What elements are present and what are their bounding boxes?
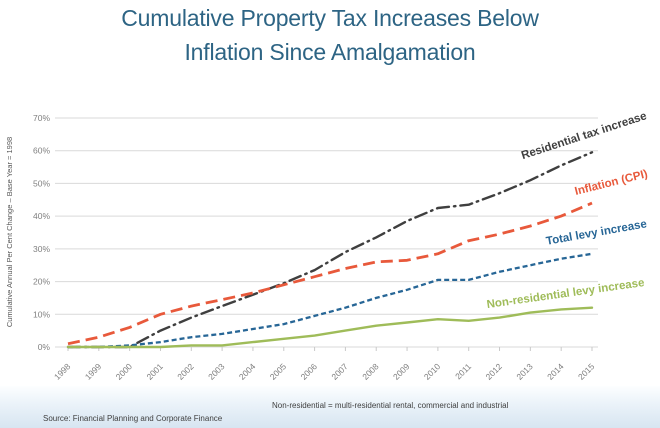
x-tick-label: 2005 <box>268 361 289 382</box>
y-tick-label: 20% <box>33 277 50 287</box>
y-tick-label: 0% <box>38 342 51 352</box>
chart-title: Cumulative Property Tax Increases Below … <box>0 1 660 69</box>
series-line-inflation <box>67 201 593 346</box>
non-residential-definition-note: Non-residential = multi-residential rent… <box>272 401 509 410</box>
y-tick-label: 30% <box>33 244 50 254</box>
y-tick-label: 10% <box>33 309 50 319</box>
x-tick-label: 2009 <box>391 361 412 382</box>
x-tick-label: 2012 <box>483 361 504 382</box>
series-line-residential <box>66 151 594 349</box>
x-tick-label: 2002 <box>175 361 196 382</box>
series-line-non_residential <box>66 306 594 349</box>
x-tick-label: 2013 <box>514 361 535 382</box>
x-tick-label: 2011 <box>453 361 473 381</box>
x-tick-label: 2003 <box>206 361 227 382</box>
x-tick-label: 1999 <box>83 361 104 382</box>
x-tick-label: 2000 <box>114 361 135 382</box>
x-tick-label: 2008 <box>360 361 381 382</box>
x-tick-label: 2014 <box>545 361 566 382</box>
y-tick-label: 50% <box>33 178 50 188</box>
y-tick-label: 40% <box>33 211 50 221</box>
chart-title-line-2: Inflation Since Amalgamation <box>184 39 476 65</box>
chart-title-line-1: Cumulative Property Tax Increases Below <box>121 5 539 31</box>
y-tick-label: 70% <box>33 113 50 123</box>
series-label-total_levy: Total levy increase <box>545 218 648 248</box>
x-tick-label: 2010 <box>422 361 443 382</box>
x-tick-label: 1998 <box>52 361 73 382</box>
y-tick-label: 60% <box>33 146 50 156</box>
series-label-non_residential: Non-residential levy increase <box>486 277 645 311</box>
y-axis-title: Cumulative Annual Per Cent Change – Base… <box>5 137 14 327</box>
x-tick-label: 2015 <box>576 361 597 382</box>
series-line-total_levy <box>68 252 593 349</box>
x-tick-label: 2006 <box>299 361 320 382</box>
series-label-inflation: Inflation (CPI) <box>574 168 650 198</box>
source-credit: Source: Financial Planning and Corporate… <box>43 414 223 423</box>
x-tick-label: 2007 <box>329 361 350 382</box>
x-tick-label: 2001 <box>144 361 165 382</box>
footer-band <box>0 386 660 428</box>
x-tick-label: 2004 <box>237 361 258 382</box>
